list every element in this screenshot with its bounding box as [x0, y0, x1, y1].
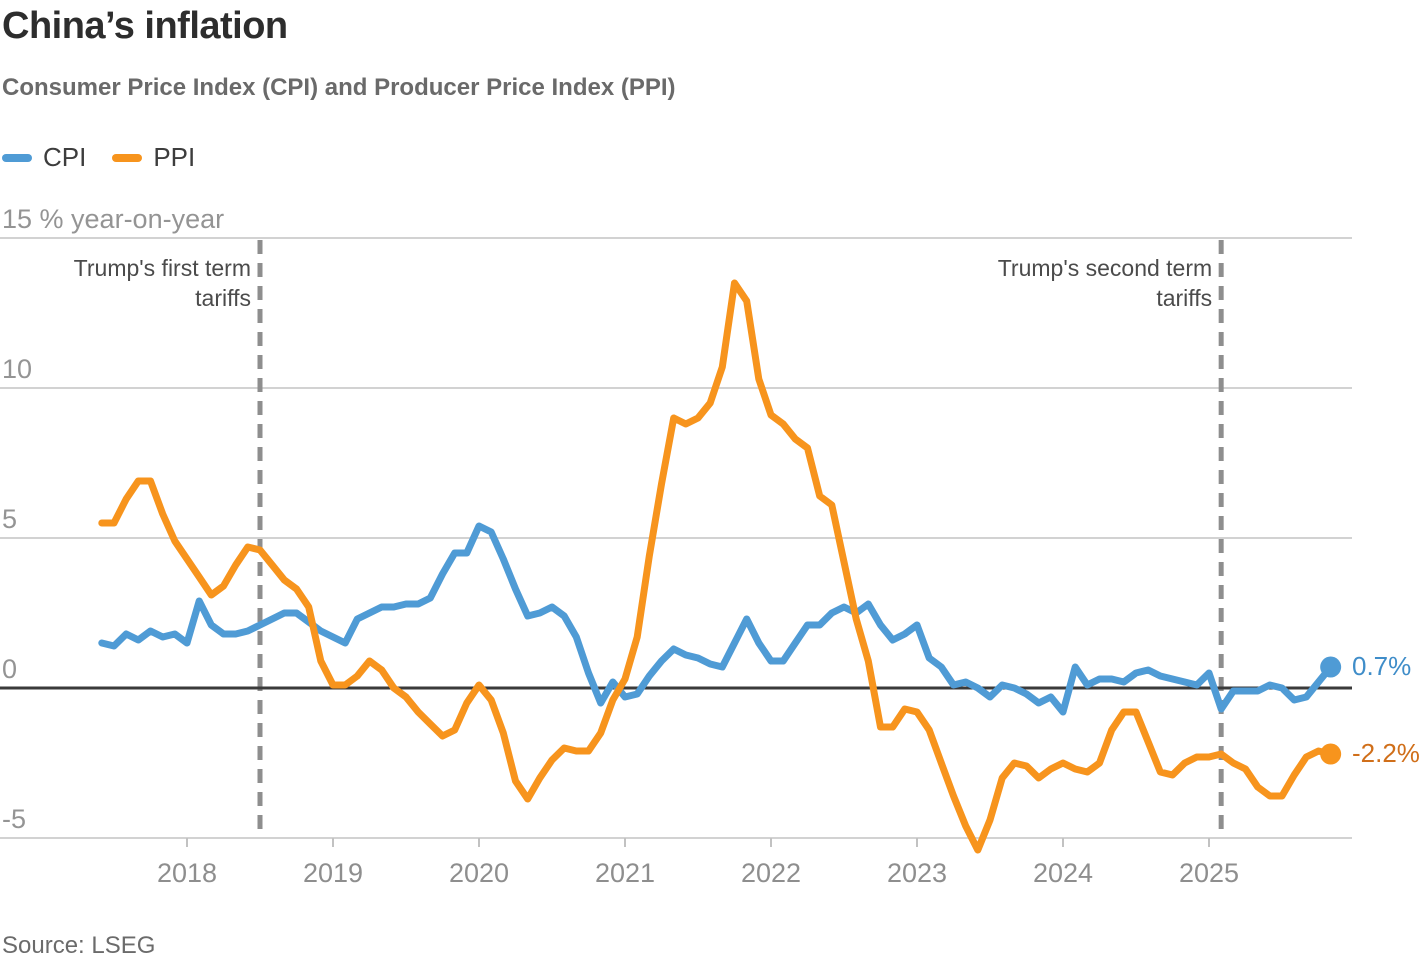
x-axis-label-2019: 2019 — [302, 858, 364, 888]
event-annotation-2: Trump's second term tariffs — [998, 253, 1212, 313]
legend-item-cpi: CPI — [2, 142, 86, 173]
legend-swatch-ppi — [112, 153, 143, 162]
legend: CPI PPI — [2, 142, 221, 173]
x-axis-label-2024: 2024 — [1032, 858, 1094, 888]
event-annotation-line: tariffs — [195, 285, 251, 311]
cpi-end-label: 0.7% — [1352, 651, 1412, 681]
y-axis-label-10: 10 — [2, 354, 33, 384]
legend-item-ppi: PPI — [112, 142, 195, 173]
chart-title: China’s inflation — [2, 5, 288, 47]
y-axis-label-0: 0 — [2, 654, 18, 684]
x-axis-label-2018: 2018 — [156, 858, 218, 888]
x-axis-label-2020: 2020 — [448, 858, 510, 888]
cpi-end-dot — [1320, 656, 1342, 678]
legend-label-ppi: PPI — [153, 142, 196, 172]
event-annotation-line: tariffs — [1156, 285, 1213, 311]
event-annotation-line: Trump's second term — [997, 255, 1213, 281]
y-axis-label--5: -5 — [2, 804, 27, 834]
ppi-end-dot — [1320, 743, 1342, 765]
ppi-line — [98, 279, 1335, 854]
y-axis-label-5: 5 — [2, 504, 18, 534]
cpi-line — [98, 522, 1335, 716]
event-annotation-line: Trump's first term — [73, 255, 251, 281]
source-credit: Source: LSEG — [2, 932, 156, 959]
ppi-end-label: -2.2% — [1352, 738, 1420, 768]
legend-swatch-cpi — [2, 153, 32, 162]
legend-label-cpi: CPI — [43, 142, 87, 172]
event-annotation-1: Trump's first term tariffs — [74, 253, 251, 313]
x-axis-label-2025: 2025 — [1178, 858, 1240, 888]
chart-subtitle: Consumer Price Index (CPI) and Producer … — [2, 74, 676, 101]
x-axis-label-2022: 2022 — [740, 858, 802, 888]
x-axis-label-2021: 2021 — [594, 858, 656, 888]
y-axis-label-15: 15 % year-on-year — [2, 204, 225, 234]
x-axis-label-2023: 2023 — [886, 858, 948, 888]
